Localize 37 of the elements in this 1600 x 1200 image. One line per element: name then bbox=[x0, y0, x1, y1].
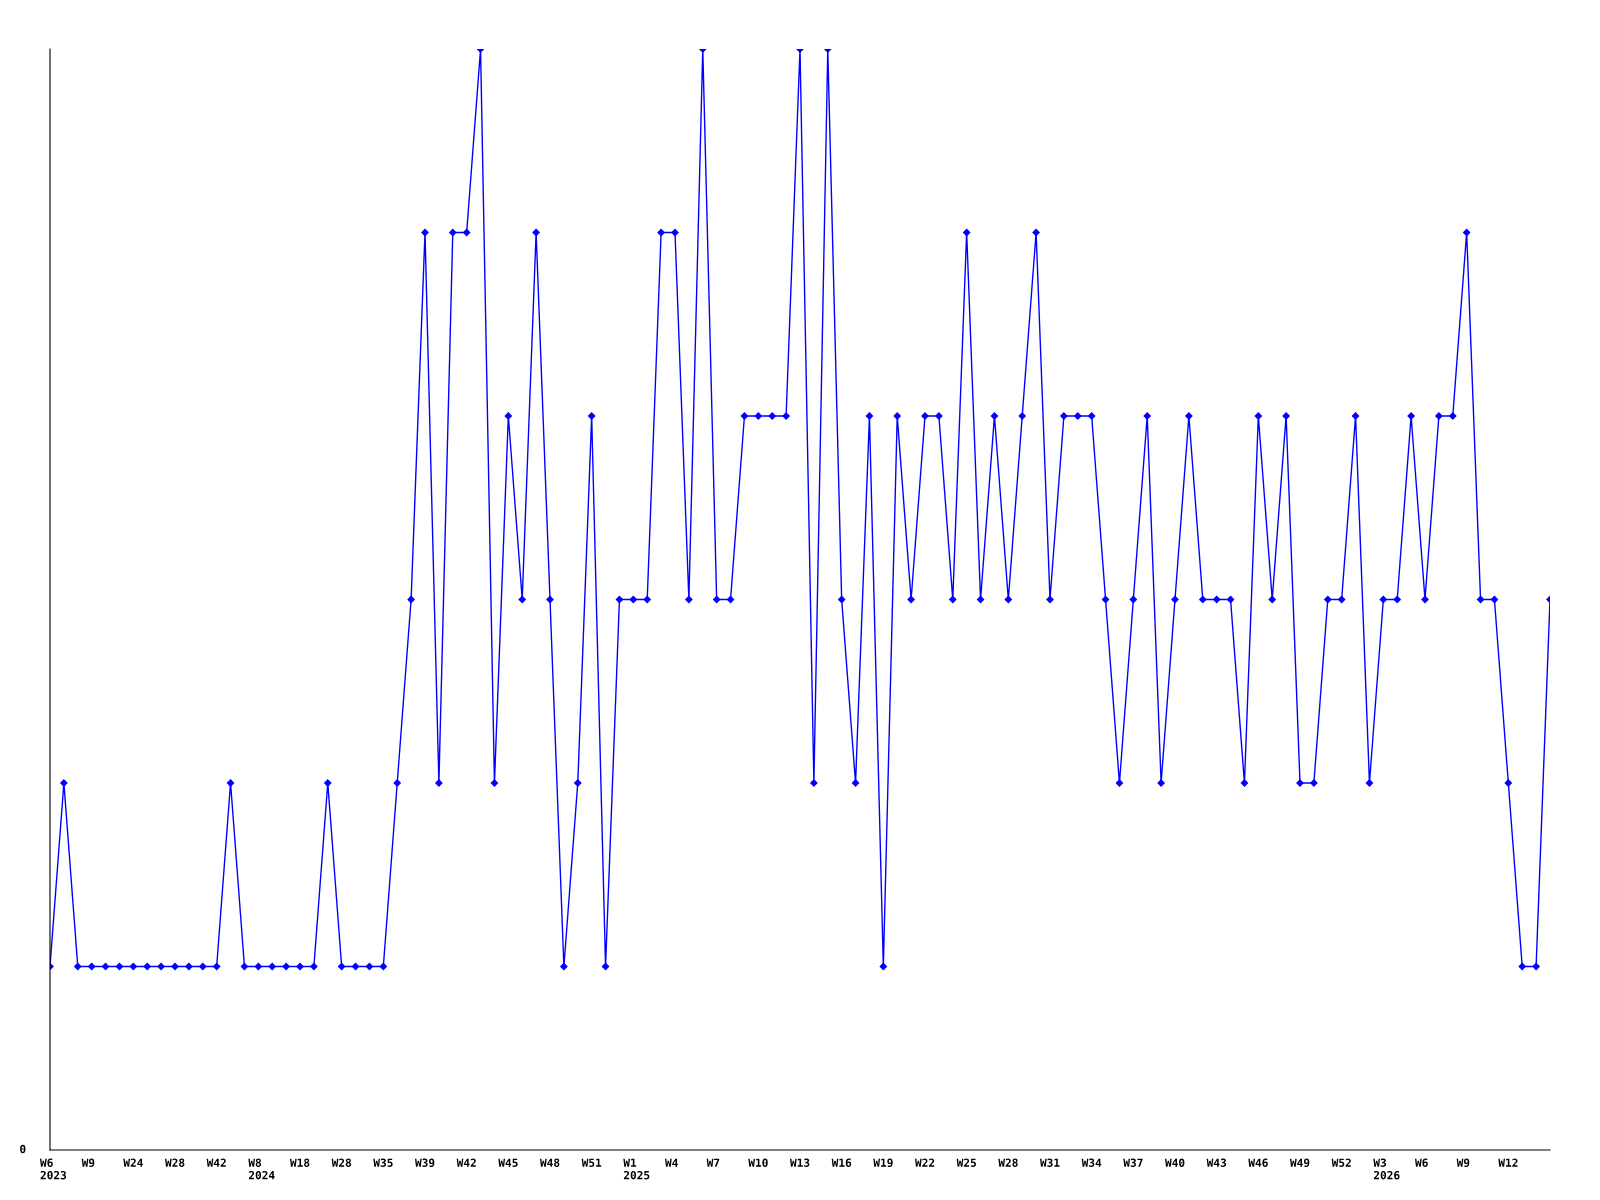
x-tick-label: W19 bbox=[873, 1158, 893, 1167]
x-tick-label: W9 bbox=[1456, 1158, 1470, 1167]
x-tick-label: W24 bbox=[123, 1158, 143, 1167]
x-tick-label: W45 bbox=[498, 1158, 518, 1167]
x-tick-label: W6 2023 bbox=[40, 1158, 67, 1180]
x-tick-label: W46 bbox=[1248, 1158, 1268, 1167]
x-tick-label: W49 bbox=[1290, 1158, 1310, 1167]
x-tick-label: W13 bbox=[790, 1158, 810, 1167]
x-tick-label: W9 bbox=[81, 1158, 95, 1167]
x-tick-label: W48 bbox=[540, 1158, 560, 1167]
x-tick-label: W12 bbox=[1498, 1158, 1518, 1167]
x-tick-label: W42 bbox=[456, 1158, 476, 1167]
text: 0 bbox=[20, 1144, 26, 1154]
x-tick-label: W7 bbox=[706, 1158, 720, 1167]
x-tick-label: W28 bbox=[998, 1158, 1018, 1167]
x-tick-label: W43 bbox=[1206, 1158, 1227, 1167]
x-tick-label: W42 bbox=[206, 1158, 226, 1167]
x-tick-label: W22 bbox=[915, 1158, 935, 1167]
x-tick-label: W34 bbox=[1081, 1158, 1102, 1167]
x-tick-label: W39 bbox=[415, 1158, 435, 1167]
x-tick-label: W1 2025 bbox=[623, 1158, 650, 1180]
x-tick-label: W4 bbox=[665, 1158, 678, 1167]
x-tick-label: W16 bbox=[831, 1158, 852, 1167]
x-tick-label: W28 bbox=[331, 1158, 352, 1167]
x-tick-label: W25 bbox=[956, 1158, 976, 1167]
x-tick-label: W51 bbox=[581, 1158, 602, 1167]
x-tick-label: W37 bbox=[1123, 1158, 1143, 1167]
x-tick-label: W31 bbox=[1040, 1158, 1060, 1167]
x-tick-label: W3 2026 bbox=[1373, 1158, 1400, 1180]
x-tick-label: W8 2024 bbox=[248, 1158, 275, 1180]
x-tick-label: W40 bbox=[1165, 1158, 1185, 1167]
x-tick-label: W28 bbox=[165, 1158, 185, 1167]
x-tick-label: W35 bbox=[373, 1158, 393, 1167]
x-tick-label: W10 bbox=[748, 1158, 768, 1167]
x-tick-label: W6 bbox=[1415, 1158, 1428, 1167]
x-tick-label: W52 bbox=[1331, 1158, 1351, 1167]
x-tick-label: W18 bbox=[290, 1158, 310, 1167]
